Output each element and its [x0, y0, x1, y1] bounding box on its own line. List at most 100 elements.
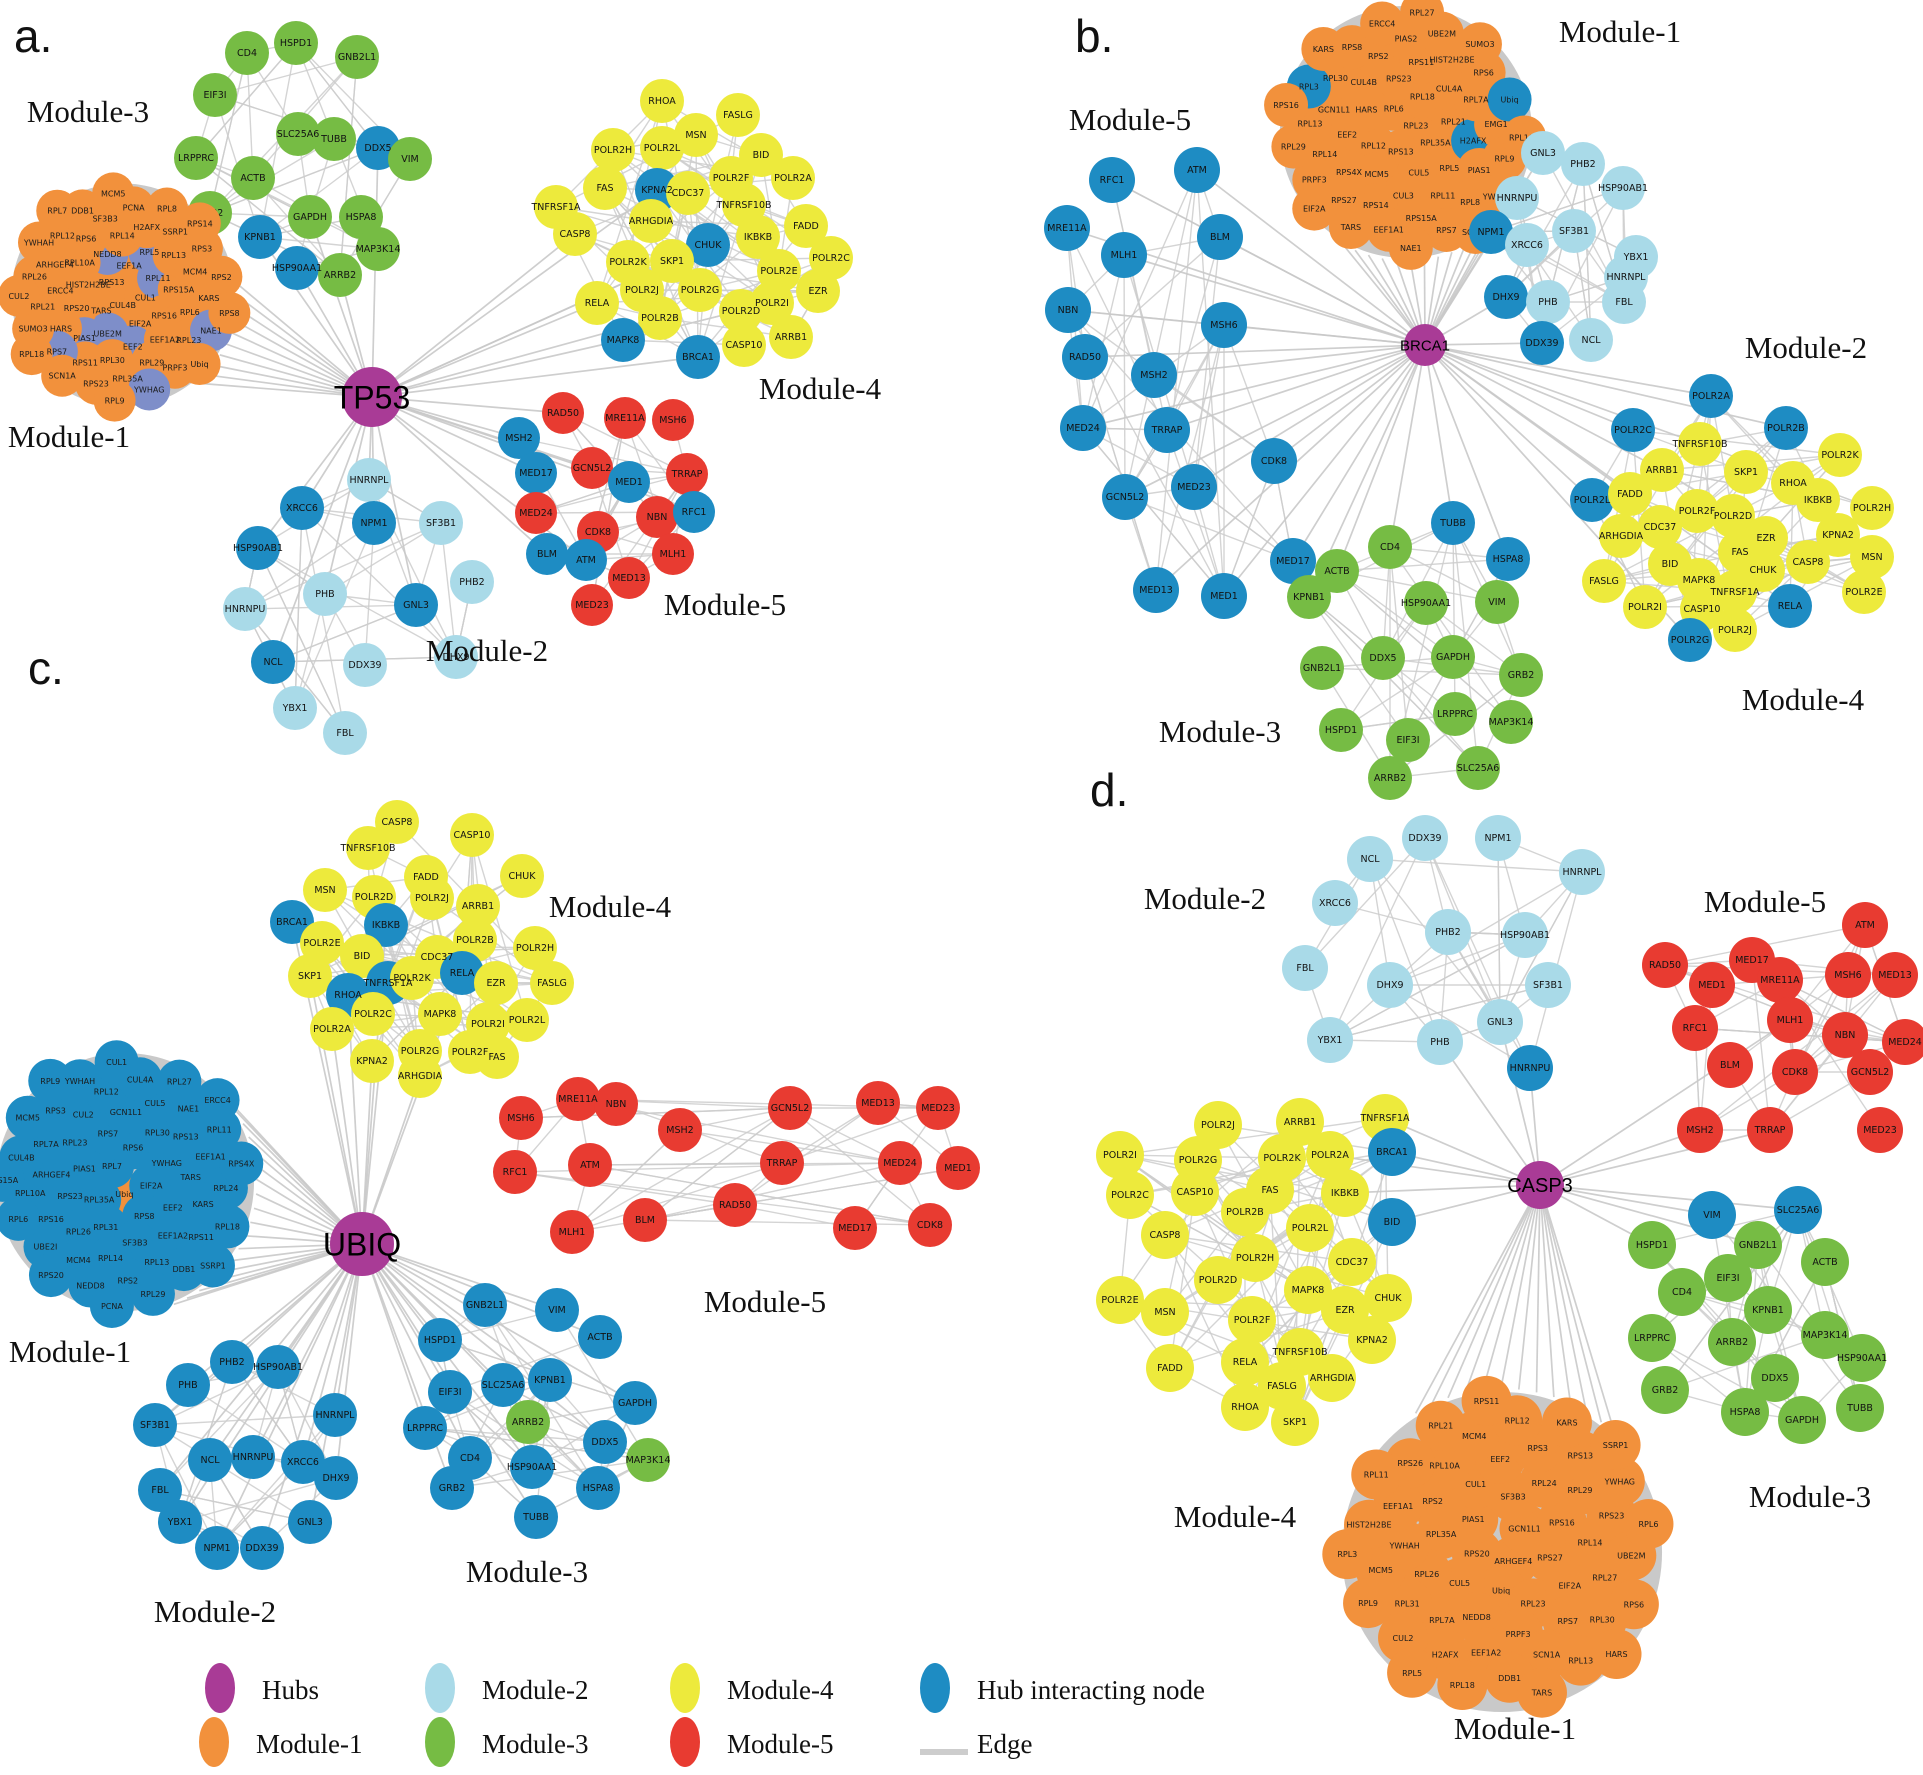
node-FAS[interactable] — [475, 1035, 519, 1079]
node-MED1[interactable] — [1201, 573, 1247, 619]
node-FADD[interactable] — [784, 204, 828, 248]
node-HSPD1[interactable] — [1628, 1221, 1676, 1269]
node-CDK8[interactable] — [1772, 1049, 1818, 1095]
node-ACTB[interactable] — [578, 1315, 622, 1359]
node-MSH2[interactable] — [1131, 352, 1177, 398]
node-GRB2[interactable] — [1641, 1366, 1689, 1414]
node-MSN[interactable] — [303, 868, 347, 912]
node-RPL29[interactable] — [1271, 124, 1316, 169]
node-CD4[interactable] — [225, 31, 269, 75]
node-XRCC6[interactable] — [1505, 223, 1549, 267]
node-KPNB1[interactable] — [1287, 575, 1331, 619]
node-TUBB[interactable] — [312, 117, 356, 161]
node-PHB2[interactable] — [1425, 909, 1471, 955]
hub-UBIQ[interactable] — [330, 1212, 394, 1276]
node-GAPDH[interactable] — [613, 1381, 657, 1425]
node-GAPDH[interactable] — [288, 195, 332, 239]
node-BRCA1[interactable] — [676, 335, 720, 379]
node-CD4[interactable] — [1658, 1268, 1706, 1316]
node-MED17[interactable] — [515, 452, 557, 494]
node-Ubiq[interactable] — [1487, 77, 1532, 122]
node-PHB[interactable] — [1526, 280, 1570, 324]
node-RPL18[interactable] — [10, 333, 53, 376]
node-ARRB2[interactable] — [1368, 756, 1412, 800]
node-HSPD1[interactable] — [418, 1318, 462, 1362]
node-POLR2H[interactable] — [1231, 1234, 1279, 1282]
node-POLR2I[interactable] — [1096, 1131, 1144, 1179]
node-RPL18[interactable] — [205, 1204, 250, 1249]
node-XRCC6[interactable] — [280, 486, 324, 530]
node-KPNB1[interactable] — [238, 215, 282, 259]
node-FAS[interactable] — [583, 166, 627, 210]
node-POLR2L[interactable] — [640, 126, 684, 170]
node-RFC1[interactable] — [493, 1150, 537, 1194]
node-NBN[interactable] — [1045, 287, 1091, 333]
node-ARRB2[interactable] — [1708, 1318, 1756, 1366]
node-HSP90AB1[interactable] — [256, 1345, 300, 1389]
node-CDC37[interactable] — [1328, 1238, 1376, 1286]
node-ARHGDIA[interactable] — [398, 1054, 442, 1098]
node-HNRNPU[interactable] — [223, 587, 267, 631]
node-POLR2J[interactable] — [1194, 1101, 1242, 1149]
node-RHOA[interactable] — [1221, 1383, 1269, 1431]
node-MED24[interactable] — [1060, 405, 1106, 451]
node-HSPA8[interactable] — [576, 1466, 620, 1510]
node-RHOA[interactable] — [640, 79, 684, 123]
node-RPS20[interactable] — [28, 1253, 73, 1298]
node-RELA[interactable] — [575, 281, 619, 325]
node-FADD[interactable] — [1146, 1344, 1194, 1392]
node-ARRB1[interactable] — [769, 315, 813, 359]
node-KPNB1[interactable] — [528, 1358, 572, 1402]
node-SLC25A6[interactable] — [1774, 1186, 1822, 1234]
node-RPL11[interactable] — [1351, 1449, 1402, 1500]
node-MSN[interactable] — [1850, 535, 1894, 579]
node-KPNA2[interactable] — [1816, 513, 1860, 557]
node-RPL7[interactable] — [36, 189, 79, 232]
node-HSPD1[interactable] — [274, 21, 318, 65]
node-POLR2H[interactable] — [591, 128, 635, 172]
node-Ubiq[interactable] — [178, 342, 221, 385]
node-SKP1[interactable] — [1271, 1398, 1319, 1446]
node-MSH6[interactable] — [1825, 952, 1871, 998]
node-MED23[interactable] — [1857, 1107, 1903, 1153]
node-RPL27[interactable] — [1400, 0, 1445, 35]
node-HNRNPU[interactable] — [1495, 176, 1539, 220]
node-YBX1[interactable] — [1307, 1017, 1353, 1063]
node-GNL3[interactable] — [1521, 131, 1565, 175]
node-FADD[interactable] — [1608, 472, 1652, 516]
hub-CASP3[interactable] — [1516, 1161, 1564, 1209]
node-TNFRSF1A[interactable] — [1713, 570, 1757, 614]
node-RPS4X[interactable] — [219, 1141, 264, 1186]
node-MRE11A[interactable] — [1757, 957, 1803, 1003]
node-VIM[interactable] — [1475, 580, 1519, 624]
node-BLM[interactable] — [1197, 214, 1243, 260]
node-CASP10[interactable] — [450, 813, 494, 857]
node-DHX9[interactable] — [314, 1456, 358, 1500]
node-PHB[interactable] — [1417, 1019, 1463, 1065]
node-MED24[interactable] — [515, 492, 557, 534]
node-POLR2F[interactable] — [1675, 489, 1719, 533]
node-POLR2G[interactable] — [678, 268, 722, 312]
node-SUMO3[interactable] — [1457, 22, 1502, 67]
node-POLR2F[interactable] — [1228, 1296, 1276, 1344]
node-PHB2[interactable] — [1561, 142, 1605, 186]
node-EIF3I[interactable] — [193, 73, 237, 117]
node-BID[interactable] — [739, 133, 783, 177]
node-MLH1[interactable] — [652, 533, 694, 575]
node-ARRB2[interactable] — [318, 253, 362, 297]
node-MAP3K14[interactable] — [1801, 1311, 1849, 1359]
node-ARHGDIA[interactable] — [1308, 1354, 1356, 1402]
node-CDK8[interactable] — [1251, 438, 1297, 484]
node-GRB2[interactable] — [430, 1466, 474, 1510]
node-LRPPRC[interactable] — [174, 136, 218, 180]
node-HNRNPL[interactable] — [1559, 849, 1605, 895]
node-BLM[interactable] — [623, 1198, 667, 1242]
node-RPL8[interactable] — [145, 187, 188, 230]
node-ACTB[interactable] — [1315, 549, 1359, 593]
node-HSP90AA1[interactable] — [1838, 1334, 1886, 1382]
node-POLR2G[interactable] — [1668, 618, 1712, 662]
node-POLR2B[interactable] — [1764, 406, 1808, 450]
node-NPM1[interactable] — [352, 501, 396, 545]
node-MLH1[interactable] — [1101, 232, 1147, 278]
node-POLR2B[interactable] — [1221, 1188, 1269, 1236]
